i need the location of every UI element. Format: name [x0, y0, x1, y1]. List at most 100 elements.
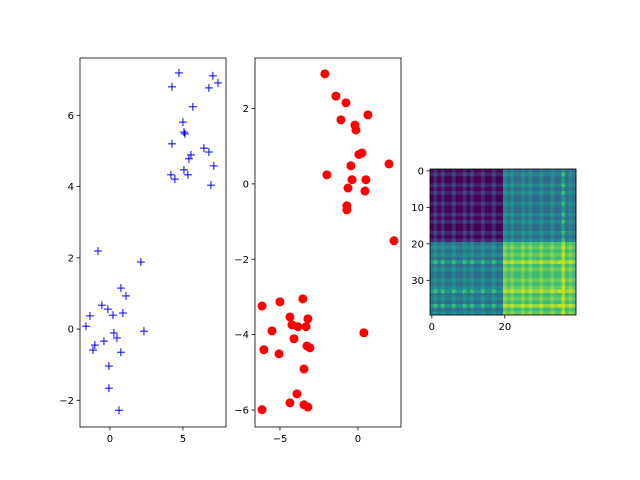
heatmap-cell: [572, 227, 577, 232]
heatmap-cell: [481, 242, 486, 246]
heatmap-cell: [565, 198, 569, 203]
data-point: [167, 139, 176, 148]
heatmap-cell: [459, 307, 464, 312]
heatmap-cell: [451, 205, 456, 210]
heatmap-cell: [462, 267, 467, 272]
heatmap-cell: [546, 289, 551, 294]
heatmap-cell: [440, 263, 445, 268]
data-point: [351, 125, 361, 135]
heatmap-cell: [513, 234, 518, 239]
heatmap-cell: [451, 176, 456, 181]
data-point: [204, 83, 213, 92]
heatmap-cell: [492, 307, 496, 312]
heatmap-cell: [470, 205, 475, 210]
heatmap-cell: [524, 245, 529, 250]
heatmap-cell: [503, 285, 507, 290]
heatmap-cell: [481, 205, 486, 210]
heatmap-cell: [495, 285, 500, 290]
heatmap-cell: [470, 234, 475, 239]
heatmap-cell: [440, 300, 445, 305]
heatmap-cell: [451, 183, 456, 188]
heatmap-cell: [481, 172, 486, 177]
heatmap-cell: [470, 289, 475, 294]
heatmap-cell: [565, 304, 569, 308]
heatmap-cell: [513, 231, 518, 235]
heatmap-cell: [546, 252, 551, 257]
heatmap-cell: [470, 271, 475, 276]
heatmap-cell: [532, 256, 537, 261]
heatmap-cell: [554, 176, 559, 181]
heatmap-cell: [503, 249, 507, 254]
heatmap-cell: [470, 307, 475, 312]
heatmap-cell: [495, 212, 500, 217]
heatmap-cell: [477, 187, 482, 192]
heatmap-cell: [440, 249, 445, 254]
heatmap-cell: [528, 201, 533, 206]
heatmap-cell: [437, 285, 442, 290]
heatmap-cell: [513, 293, 518, 298]
heatmap-cell: [568, 169, 573, 173]
heatmap-cell: [488, 220, 493, 225]
heatmap-cell: [503, 198, 507, 203]
heatmap-cell: [470, 227, 475, 232]
heatmap-cell: [521, 267, 526, 272]
heatmap-cell: [517, 176, 522, 181]
heatmap-cell: [477, 274, 482, 279]
heatmap-cell: [473, 278, 478, 283]
heatmap-cell: [550, 198, 555, 203]
heatmap-cell: [470, 311, 475, 316]
heatmap-cell: [568, 190, 573, 195]
heatmap-cell: [495, 234, 500, 239]
heatmap-cell: [572, 201, 577, 206]
heatmap-cell: [532, 198, 537, 203]
heatmap-cell: [484, 212, 489, 217]
heatmap-cell: [466, 282, 471, 287]
heatmap-cell: [433, 252, 438, 257]
heatmap-cell: [430, 216, 434, 221]
heatmap-cell: [561, 234, 566, 239]
heatmap-cell: [565, 183, 569, 188]
heatmap-cell: [554, 296, 559, 301]
heatmap-cell: [488, 311, 493, 316]
heatmap-cell: [543, 238, 548, 243]
heatmap-cell: [543, 198, 548, 203]
heatmap-cell: [550, 271, 555, 276]
heatmap-cell: [561, 289, 566, 294]
heatmap-cell: [528, 198, 533, 203]
heatmap-cell: [444, 311, 449, 316]
heatmap-cell: [568, 300, 573, 305]
heatmap-cell: [477, 256, 482, 261]
heatmap-cell: [561, 227, 566, 232]
heatmap-cell: [430, 201, 434, 206]
heatmap-cell: [444, 212, 449, 217]
heatmap-cell: [568, 220, 573, 225]
heatmap-cell: [510, 209, 515, 214]
heatmap-cell: [521, 176, 526, 181]
heatmap-cell: [488, 278, 493, 283]
heatmap-cell: [484, 220, 489, 225]
heatmap-cell: [557, 263, 562, 268]
heatmap-cell: [495, 307, 500, 312]
heatmap-cell: [455, 278, 460, 283]
heatmap-cell: [568, 234, 573, 239]
heatmap-cell: [444, 278, 449, 283]
heatmap-cell: [543, 172, 548, 177]
heatmap-cell: [517, 307, 522, 312]
heatmap-cell: [510, 234, 515, 239]
heatmap-cell: [557, 252, 562, 257]
heatmap-cell: [506, 282, 511, 287]
heatmap-cell: [535, 278, 540, 283]
heatmap-cell: [557, 307, 562, 312]
heatmap-cell: [539, 227, 544, 232]
data-point: [342, 205, 352, 215]
heatmap-cell: [448, 242, 453, 246]
heatmap-cell: [481, 190, 486, 195]
heatmap-cell: [430, 212, 434, 217]
heatmap-cell: [554, 190, 559, 195]
heatmap-cell: [565, 209, 569, 214]
data-point: [320, 69, 330, 79]
heatmap-cell: [499, 282, 504, 287]
heatmap-cell: [444, 274, 449, 279]
heatmap-cell: [503, 169, 507, 173]
heatmap-cell: [561, 212, 566, 217]
